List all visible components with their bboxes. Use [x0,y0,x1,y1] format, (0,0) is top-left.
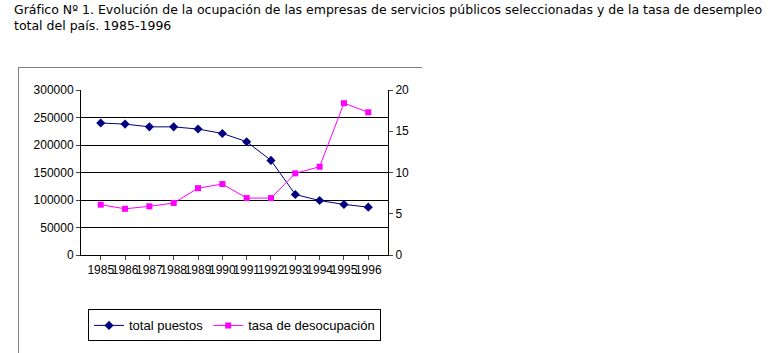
svg-text:5: 5 [395,207,402,221]
svg-text:1992: 1992 [258,263,285,277]
svg-text:0: 0 [67,248,74,262]
svg-text:200000: 200000 [34,138,74,152]
svg-text:1995: 1995 [331,263,358,277]
svg-text:50000: 50000 [40,221,74,235]
svg-text:tasa de desocupación: tasa de desocupación [248,318,374,333]
svg-text:100000: 100000 [34,193,74,207]
svg-text:1996: 1996 [355,263,382,277]
svg-text:1994: 1994 [306,263,333,277]
svg-text:1985: 1985 [87,263,114,277]
svg-text:1990: 1990 [209,263,236,277]
svg-text:15: 15 [395,124,409,138]
svg-text:1991: 1991 [233,263,260,277]
svg-text:1987: 1987 [136,263,163,277]
svg-text:150000: 150000 [34,166,74,180]
html-text:Gráfico Nº 1. Evolución de la: Gráfico Nº 1. Evolución de la ocupación … [14,2,763,33]
svg-text:0: 0 [395,248,402,262]
svg-text:20: 20 [395,83,409,97]
svg-text:1993: 1993 [282,263,309,277]
svg-text:1989: 1989 [185,263,212,277]
svg-text:total puestos: total puestos [129,318,203,333]
svg-text:1988: 1988 [160,263,187,277]
svg-text:1986: 1986 [112,263,139,277]
svg-text:250000: 250000 [34,111,74,125]
svg-text:300000: 300000 [34,83,74,97]
svg-text:10: 10 [395,166,409,180]
